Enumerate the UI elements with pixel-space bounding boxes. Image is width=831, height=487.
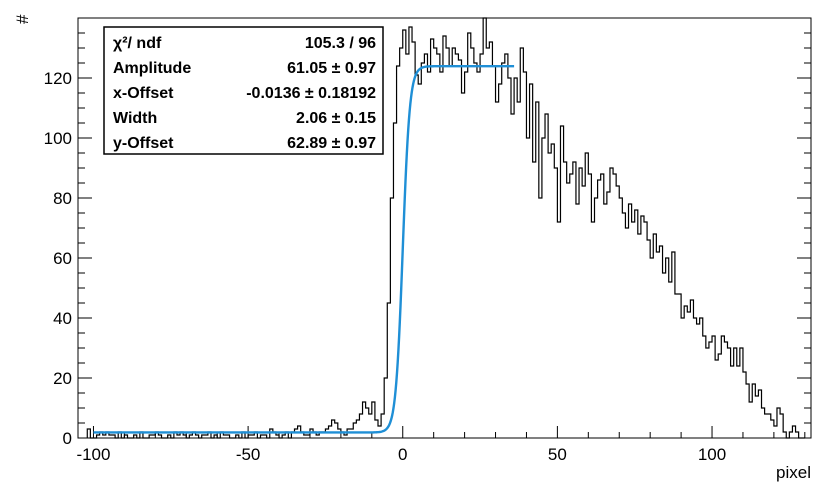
stat-value-y-offset: 62.89 ± 0.97	[287, 135, 376, 152]
stat-value-chi2: 105.3 / 96	[305, 35, 376, 52]
x-axis: -100 -50 0 50 100	[76, 426, 806, 464]
x-axis-label: pixel	[776, 463, 811, 482]
x-tick-label: 100	[698, 445, 726, 464]
stat-value-width: 2.06 ± 0.15	[296, 110, 376, 127]
x-tick-label: 50	[548, 445, 567, 464]
y-tick-label: 100	[44, 129, 72, 148]
y-axis: 0 20 40 60 80 100 120	[44, 32, 811, 448]
stats-box-frame	[103, 26, 384, 155]
stat-label-chi2: χ²/ ndf	[113, 35, 162, 52]
y-axis-label: #	[13, 14, 32, 24]
y-tick-label: 120	[44, 69, 72, 88]
y-tick-label: 60	[53, 249, 72, 268]
stat-label-y-offset: y-Offset	[113, 135, 174, 152]
stat-label-x-offset: x-Offset	[113, 85, 174, 102]
fit-curve	[93, 64, 515, 434]
x-tick-label: 0	[398, 445, 407, 464]
y-tick-label: 0	[63, 429, 72, 448]
x-tick-label: -50	[236, 445, 261, 464]
y-tick-label: 80	[53, 189, 72, 208]
y-tick-label: 20	[53, 369, 72, 388]
stat-label-amplitude: Amplitude	[113, 60, 191, 77]
stat-value-x-offset: -0.0136 ± 0.18192	[246, 85, 376, 102]
histogram-outline	[86, 17, 805, 439]
stats-box: χ²/ ndf 105.3 / 96 Amplitude 61.05 ± 0.9…	[103, 26, 384, 155]
x-tick-label: -100	[76, 445, 110, 464]
stat-label-width: Width	[113, 110, 157, 127]
y-tick-label: 40	[53, 309, 72, 328]
stat-value-amplitude: 61.05 ± 0.97	[287, 60, 376, 77]
